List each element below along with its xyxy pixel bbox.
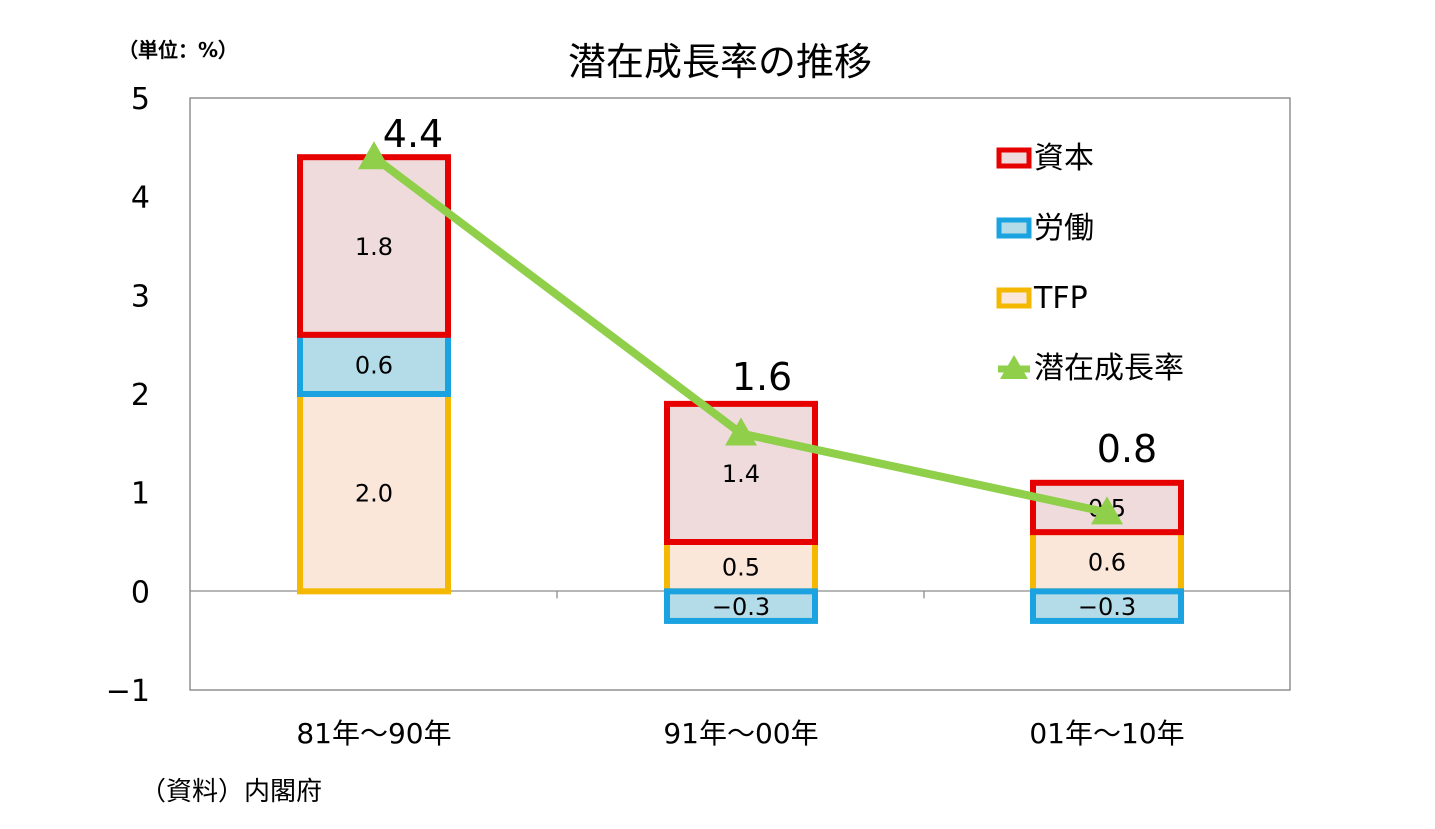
bar-segment-tfp bbox=[297, 391, 451, 595]
legend-swatch bbox=[996, 147, 1032, 169]
bar-segment-capital bbox=[297, 154, 451, 338]
legend-swatch bbox=[996, 217, 1032, 239]
x-axis-ticks bbox=[556, 591, 1291, 599]
x-axis-label: 81年～90年 bbox=[296, 717, 451, 750]
y-tick-label: −1 bbox=[106, 674, 150, 709]
legend-label: 労働 bbox=[1034, 211, 1094, 246]
x-axis-label: 91年～00年 bbox=[663, 717, 818, 750]
total-value-label: 0.8 bbox=[1097, 427, 1157, 471]
bar-value-label: −0.3 bbox=[1078, 593, 1136, 621]
total-value-label: 1.6 bbox=[732, 355, 792, 399]
y-tick-label: 1 bbox=[131, 477, 150, 512]
x-axis-labels: 81年～90年 91年～00年 01年～10年 bbox=[296, 717, 1184, 750]
y-axis-ticks: 5 4 3 2 1 0 −1 bbox=[106, 82, 150, 709]
bar-value-label: 1.8 bbox=[355, 233, 393, 261]
chart-title: 潜在成長率の推移 bbox=[568, 40, 872, 84]
y-tick-label: 2 bbox=[131, 378, 150, 413]
bar-value-label: 0.6 bbox=[1088, 549, 1126, 577]
unit-label: （単位：%） bbox=[118, 38, 238, 62]
legend-swatch bbox=[996, 287, 1032, 309]
bar-value-label: 0.6 bbox=[355, 351, 393, 379]
bar-value-label: 1.4 bbox=[722, 460, 760, 488]
legend-label: 資本 bbox=[1034, 141, 1094, 176]
y-tick-label: 0 bbox=[131, 575, 150, 610]
total-value-label: 4.4 bbox=[383, 112, 443, 156]
total-value-labels: 4.4 1.6 0.8 bbox=[383, 112, 1157, 471]
bar-value-label: 2.0 bbox=[355, 480, 393, 508]
line-point-marker bbox=[1091, 496, 1123, 525]
legend-label: TFP bbox=[1033, 281, 1088, 316]
line-point-marker bbox=[358, 141, 390, 170]
y-tick-label: 4 bbox=[131, 181, 150, 216]
line-point-marker bbox=[725, 417, 757, 446]
y-tick-label: 5 bbox=[131, 82, 150, 117]
bar-value-label: −0.3 bbox=[712, 593, 770, 621]
x-axis-label: 01年～10年 bbox=[1029, 717, 1184, 750]
plot-area bbox=[189, 97, 1291, 691]
bar-segment-labor bbox=[664, 588, 818, 624]
bar-segment-tfp bbox=[664, 539, 818, 595]
y-tick-label: 3 bbox=[131, 279, 150, 314]
bar-segments bbox=[297, 154, 1184, 624]
source-note: （資料）内閣府 bbox=[140, 777, 322, 807]
bar-segment-tfp bbox=[1030, 529, 1184, 595]
legend-triangle-icon bbox=[1000, 355, 1028, 379]
legend-label: 潜在成長率 bbox=[1034, 351, 1184, 386]
potential-growth-line bbox=[358, 141, 1123, 525]
bar-value-label: 0.5 bbox=[722, 554, 760, 582]
bar-segment-labor bbox=[1030, 588, 1184, 624]
